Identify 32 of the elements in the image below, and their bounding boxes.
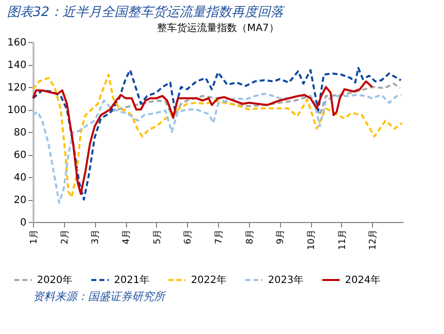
text: 资料来源：国盛证券研究所 xyxy=(33,290,167,303)
x-tick-label: 11月 xyxy=(338,230,348,250)
x-tick-label: 10月 xyxy=(307,230,317,250)
x-tick-label: 9月 xyxy=(276,230,286,244)
y-tick-label: 160 xyxy=(7,38,26,48)
legend-label: 2022年 xyxy=(191,274,226,286)
x-tick-label: 1月 xyxy=(30,230,40,244)
y-tick-label: 120 xyxy=(7,82,26,94)
y-tick-label: 40 xyxy=(14,172,26,184)
chart-subtitle: 整车货运流量指数（MA7） xyxy=(157,22,279,34)
y-tick-label: 140 xyxy=(7,60,26,71)
legend-label: 2020年 xyxy=(37,274,72,286)
line-series xyxy=(109,82,401,120)
x-tick-label: 6月 xyxy=(184,230,194,244)
x-tick-label: 3月 xyxy=(91,230,102,244)
line-series xyxy=(32,92,402,204)
y-tick-label: 20 xyxy=(14,195,26,206)
x-tick-label: 2月 xyxy=(60,230,70,244)
x-tick-label: 8月 xyxy=(245,230,256,244)
y-tick-label: 100 xyxy=(7,105,26,116)
chart-title: 图表32：近半月全国整车货运流量指数再度回落 xyxy=(6,4,286,20)
legend-label: 2021年 xyxy=(114,274,150,286)
y-tick-label: 60 xyxy=(14,150,26,161)
x-tick-label: 12月 xyxy=(368,230,379,250)
legend-label: 2023年 xyxy=(268,274,304,286)
x-tick-label: 5月 xyxy=(152,230,163,244)
legend-label: 2024年 xyxy=(345,274,380,286)
x-tick-label: 4月 xyxy=(122,230,132,244)
y-tick-label: 0 xyxy=(20,218,26,228)
x-tick-label: 7月 xyxy=(214,230,224,244)
line-series xyxy=(32,80,374,195)
y-tick-label: 80 xyxy=(14,128,26,138)
